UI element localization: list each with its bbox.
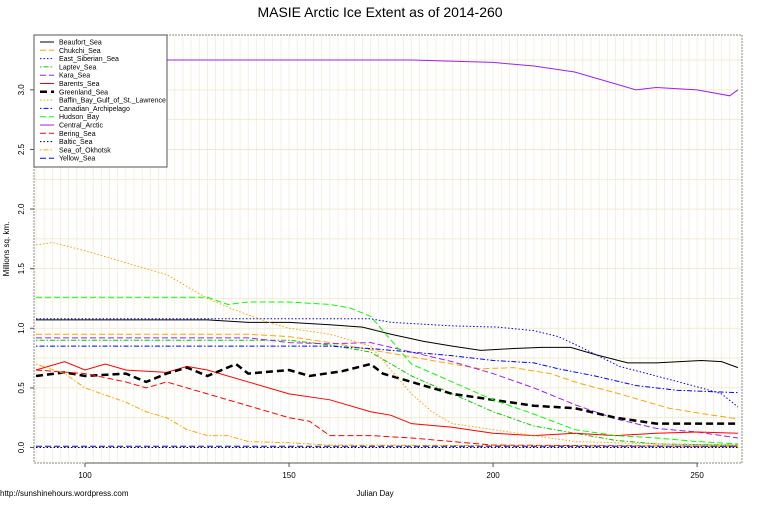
legend-label: Beaufort_Sea: [59, 40, 102, 47]
legend-label: Central_Arctic: [59, 123, 103, 130]
x-axis: 100 150 200 250: [78, 462, 704, 480]
legend-label: Baffin_Bay_Gulf_of_St._Lawrence: [59, 98, 166, 105]
legend-label: Canadian_Archipelago: [59, 106, 130, 113]
series-line-chukchi-sea: [36, 333, 738, 420]
y-tick-label: 1.0: [17, 322, 26, 334]
legend-label: Greenland_Sea: [59, 89, 108, 96]
legend: Beaufort_SeaChukchi_SeaEast_Siberian_Sea…: [33, 34, 168, 168]
legend-label: Sea_of_Okhotsk: [59, 147, 111, 154]
legend-box: [33, 34, 168, 168]
series-line-hudson-bay: [36, 296, 738, 445]
y-tick-label: 0.5: [17, 382, 26, 394]
series-line-bering-sea: [36, 369, 738, 447]
chart-title: MASIE Arctic Ice Extent as of 2014-260: [257, 4, 502, 20]
legend-label: Yellow_Sea: [59, 156, 95, 163]
series-line-central-arctic: [35, 59, 739, 97]
y-tick-label: 3.0: [17, 84, 26, 96]
legend-label: East_Siberian_Sea: [59, 56, 119, 63]
y-tick-label: 2.5: [17, 143, 26, 155]
x-tick-label: 100: [78, 471, 92, 480]
legend-label: Bering_Sea: [59, 131, 96, 138]
series-line-laptev-sea: [36, 339, 738, 446]
x-tick-label: 200: [486, 471, 500, 480]
legend-label: Baltic_Sea: [59, 139, 93, 146]
legend-label: Laptev_Sea: [59, 64, 96, 71]
watermark: http://sunshinehours.wordpress.com: [0, 489, 129, 498]
series-line-east-siberian-sea: [36, 318, 739, 408]
y-axis-label: Millions sq. km.: [2, 222, 11, 277]
y-tick-label: 0.0: [17, 441, 26, 453]
series-line-baffin-bay-gulf-of-st-lawrence: [35, 241, 738, 446]
series-line-sea-of-okhotsk: [35, 363, 738, 447]
y-axis: 0.0 0.5 1.0 1.5 2.0 2.5 3.0: [17, 84, 34, 453]
series-line-barents-sea: [35, 361, 738, 437]
legend-label: Chukchi_Sea: [59, 48, 101, 55]
series-line-kara-sea: [36, 337, 738, 439]
series-line-greenland-sea: [35, 362, 738, 425]
series-line-beaufort-sea: [36, 319, 739, 369]
x-axis-label: Julian Day: [356, 489, 393, 498]
y-tick-label: 1.5: [17, 263, 26, 275]
x-tick-label: 150: [282, 471, 296, 480]
series-line-canadian-archipelago: [36, 345, 738, 394]
legend-label: Kara_Sea: [59, 73, 90, 80]
legend-label: Barents_Sea: [59, 81, 100, 88]
y-tick-label: 2.0: [17, 203, 26, 215]
series-lines: [35, 59, 739, 449]
legend-label: Hudson_Bay: [59, 114, 100, 121]
x-tick-label: 250: [690, 471, 704, 480]
